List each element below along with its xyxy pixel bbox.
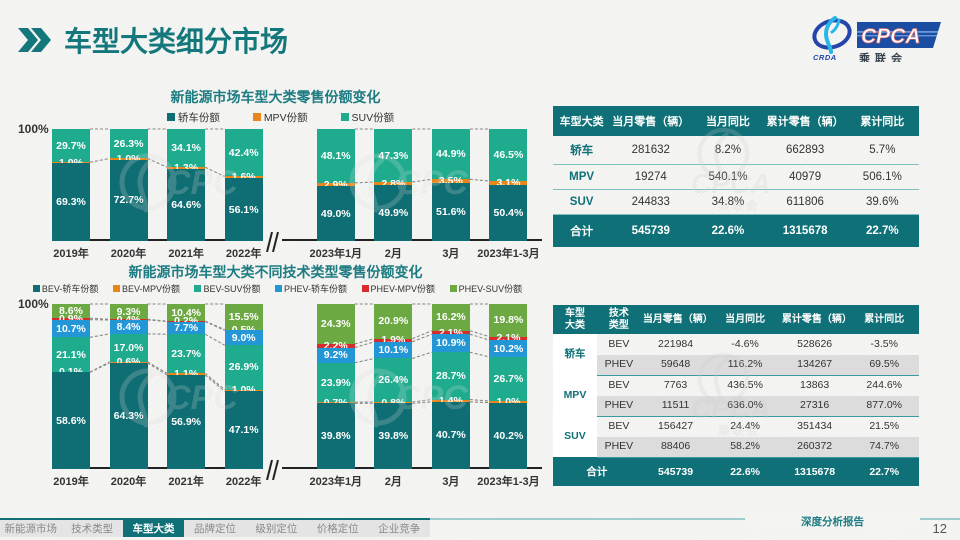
svg-text:CPCA: CPCA (861, 25, 921, 48)
svg-text:CRDA: CRDA (813, 53, 837, 62)
svg-text:乘联会: 乘联会 (858, 51, 907, 62)
